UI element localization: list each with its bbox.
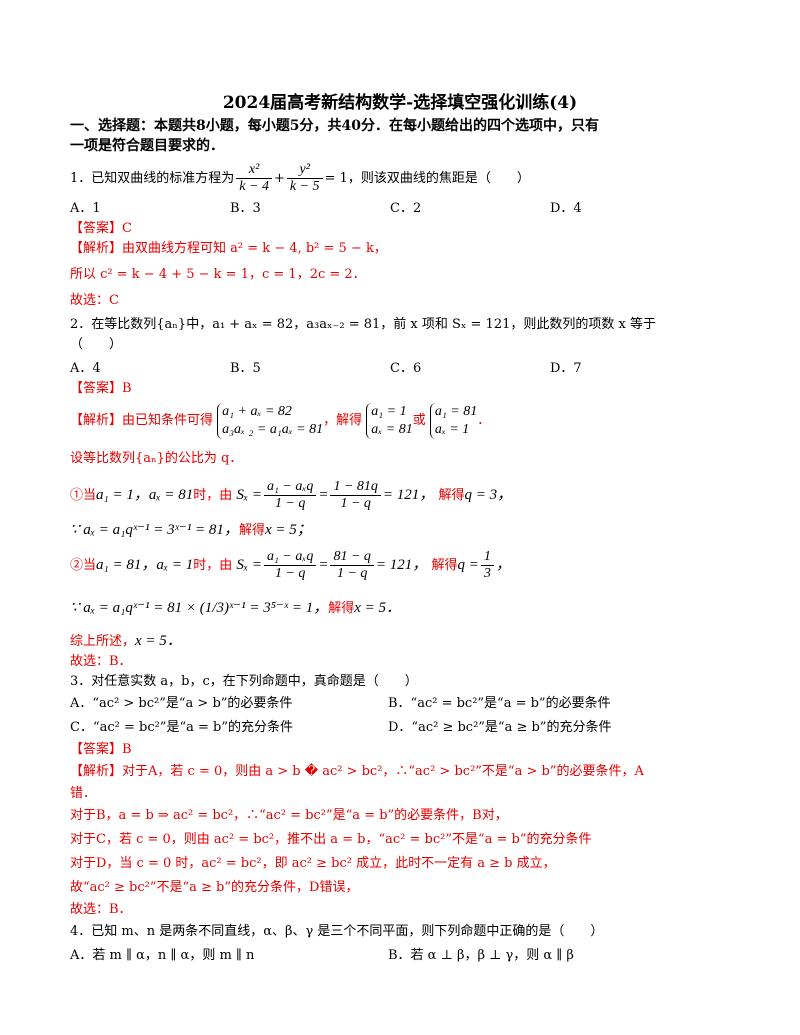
analysis-line: 故“ac² ≥ bc²”不是“a ≥ b”的充分条件，D错误， [70, 880, 359, 895]
fraction: 1 − 81q 1 − q [330, 479, 381, 512]
equation-system: a₁ = 1 aₓ = 81 [366, 402, 413, 439]
option-c: C．2 [390, 201, 422, 216]
question-3-options-row2: C．“ac² = bc²”是“a = b”的充分条件 D．“ac² ≥ bc²”… [70, 716, 730, 740]
section-heading: 一、选择题：本题共8小题，每小题5分，共40分．在每小题给出的四个选项中，只有 … [70, 118, 599, 154]
analysis-line: 所以 c² = k − 4 + 5 − k = 1，c = 1，2c = 2． [70, 267, 366, 282]
answer-label: 【答案】C [70, 221, 132, 236]
conclusion: 故选：B． [70, 654, 132, 669]
question-4-stem: 4．已知 m、n 是两条不同直线，α、β、γ 是三个不同平面，则下列命题中正确的… [70, 924, 604, 939]
fraction: x² k − 4 [236, 162, 272, 195]
answer-label: 【答案】B [70, 381, 132, 396]
fraction: a₁ − aₓq 1 − q [264, 549, 317, 582]
equation-system: a₁ = 81 aₓ = 1 [429, 402, 477, 439]
analysis-line: 对于C，若 c = 0，则由 ac² = bc²，推不出 a = b，“ac² … [70, 832, 592, 847]
fraction: a₁ − aₓq 1 − q [264, 479, 317, 512]
question-2-options: A．4 B．5 C．6 D．7 [70, 359, 730, 379]
equation-system: a₁ + aₓ = 82 a₃aₓ ₂ = a₁aₓ = 81 [217, 402, 323, 439]
question-2-stem: 2．在等比数列{aₙ}中，a₁ + aₓ = 82，a₃aₓ₋₂ = 81，前 … [70, 317, 656, 332]
option-b: B．“ac² = bc²”是“a = b”的必要条件 [388, 696, 611, 711]
analysis-line: 对于D，当 c = 0 时，ac² = bc²，即 ac² ≥ bc² 成立，此… [70, 856, 556, 871]
option-b: B．3 [230, 201, 261, 216]
conclusion: 故选：C [70, 293, 119, 308]
question-2-stem-cont: （ ） [70, 337, 123, 352]
analysis: 【解析】由已知条件可得 a₁ + aₓ = 82 a₃aₓ ₂ = a₁aₓ = … [70, 402, 491, 439]
option-c: C．“ac² = bc²”是“a = b”的充分条件 [70, 720, 293, 735]
case-2: ②当a₁ = 81，aₓ = 1时，由 Sₓ = a₁ − aₓq 1 − q = 81… [70, 549, 511, 582]
option-d: D．7 [550, 361, 582, 376]
analysis-line: 设等比数列{aₙ}的公比为 q． [70, 451, 243, 466]
option-a: A．4 [70, 361, 101, 376]
conclusion: 故选：B． [70, 902, 132, 917]
question-3-options-row1: A．“ac² > bc²”是“a > b”的必要条件 B．“ac² = bc²”… [70, 692, 730, 716]
case-1: ①当a₁ = 1，aₓ = 81时，由 Sₓ = a₁ − aₓq 1 − q = 1 … [70, 479, 513, 512]
fraction: y² k − 5 [286, 162, 323, 195]
option-a: A．若 m ∥ α，n ∥ α，则 m ∥ n [70, 948, 255, 963]
question-3-stem: 3．对任意实数 a，b，c，在下列命题中，真命题是（ ） [70, 674, 418, 689]
answer-label: 【答案】B [70, 742, 132, 757]
document-page: 2024届高考新结构数学-选择填空强化训练(4) 一、选择题：本题共8小题，每小… [70, 92, 730, 968]
question-3: 3．对任意实数 a，b，c，在下列命题中，真命题是（ ） A．“ac² > bc… [70, 672, 730, 920]
option-b: B．若 α ⊥ β，β ⊥ γ，则 α ∥ β [388, 948, 574, 963]
question-2: 2．在等比数列{aₙ}中，a₁ + aₓ = 82，a₃aₓ₋₂ = 81，前 … [70, 315, 730, 672]
option-d: D．“ac² ≥ bc²”是“a ≥ b”的充分条件 [388, 720, 612, 735]
question-1-stem: 1．已知双曲线的标准方程为 x² k − 4 + y² k − 5 = 1，则该双曲线的焦距… [70, 162, 530, 195]
question-4-options-row1: A．若 m ∥ α，n ∥ α，则 m ∥ n B．若 α ⊥ β，β ⊥ γ，… [70, 944, 730, 968]
option-a: A．1 [70, 201, 101, 216]
analysis: 【解析】由双曲线方程可知 a² = k − 4, b² = 5 − k， [70, 241, 387, 256]
question-4: 4．已知 m、n 是两条不同直线，α、β、γ 是三个不同平面，则下列命题中正确的… [70, 920, 730, 968]
option-b: B．5 [230, 361, 261, 376]
option-c: C．6 [390, 361, 422, 376]
analysis-line: 错． [70, 786, 97, 801]
summary: 综上所述，x = 5． [70, 633, 182, 649]
question-1-options: A．1 B．3 C．2 D．4 [70, 199, 730, 219]
option-d: D．4 [550, 201, 582, 216]
case-1-result: ∵ aₓ = a₁qˣ⁻¹ = 3ˣ⁻¹ = 81，解得x = 5； [70, 522, 312, 538]
question-1: 1．已知双曲线的标准方程为 x² k − 4 + y² k − 5 = 1，则该双曲线的焦距… [70, 162, 730, 311]
option-a: A．“ac² > bc²”是“a > b”的必要条件 [70, 696, 293, 711]
page-title: 2024届高考新结构数学-选择填空强化训练(4) [222, 93, 578, 113]
case-2-result: ∵ aₓ = a₁qˣ⁻¹ = 81 × (1/3)ˣ⁻¹ = 3⁵⁻ˣ = 1… [70, 600, 401, 616]
analysis-line: 对于B，a = b ⇒ ac² = bc²，∴“ac² = bc²”是“a = … [70, 808, 508, 823]
analysis: 【解析】对于A，若 c = 0，则由 a > b � ac² > bc²，∴“a… [70, 764, 644, 779]
